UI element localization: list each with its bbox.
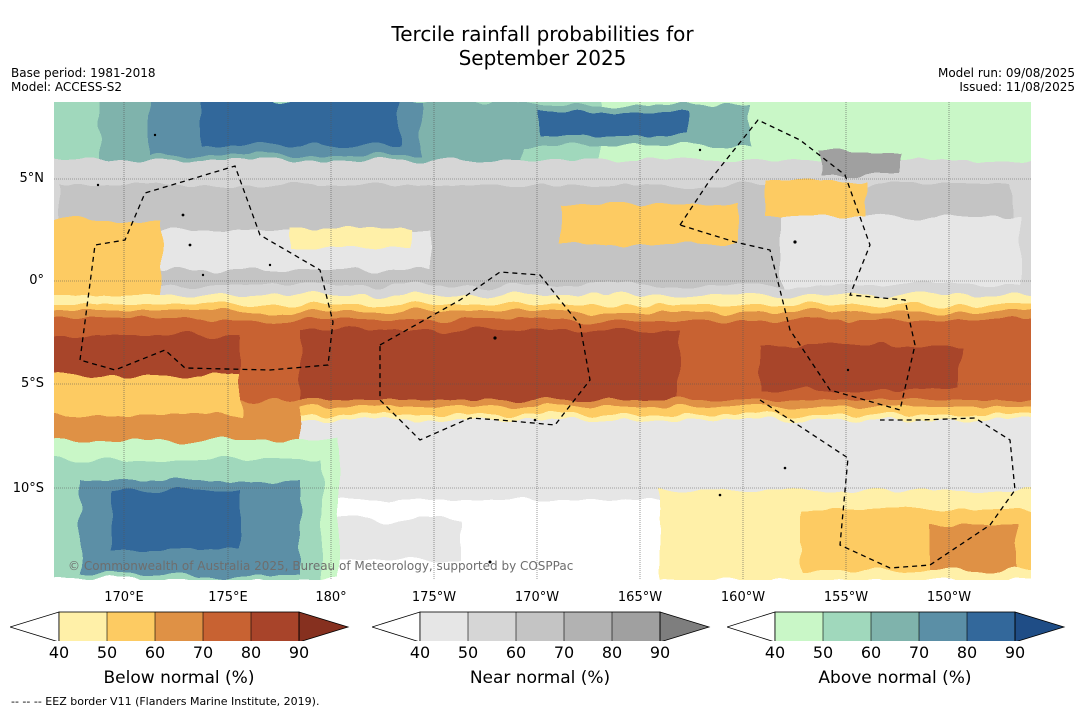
- above-tick-50: 50: [812, 643, 834, 662]
- colorbar-below-swatch-5: [251, 612, 299, 641]
- above-tick-70: 70: [908, 643, 930, 662]
- below-normal-label: Below normal (%): [103, 668, 255, 688]
- lat-label-10s: 10°S: [12, 481, 44, 496]
- colorbar-near-swatch-3: [516, 612, 564, 641]
- colorbar-above-normal: [727, 611, 1066, 641]
- below-tick-40: 40: [48, 643, 70, 662]
- near-tick-60: 60: [505, 643, 527, 662]
- colorbar-below-swatch-6: [299, 612, 348, 641]
- graticule: [54, 102, 1031, 580]
- lon-label-175w: 175°W: [411, 590, 457, 605]
- lon-label-160w: 160°W: [720, 590, 766, 605]
- eez-borders: [79, 119, 1016, 569]
- lat-label-0: 0°: [29, 273, 44, 288]
- meta-left: Base period: 1981-2018 Model: ACCESS-S2: [11, 66, 156, 94]
- issued-date: Issued: 11/08/2025: [959, 80, 1075, 94]
- lat-label-5n: 5°N: [19, 171, 45, 186]
- chart-title: Tercile rainfall probabilities for Septe…: [0, 22, 1085, 70]
- lon-label-175e: 175°E: [208, 590, 248, 605]
- islands: [96, 133, 850, 564]
- lat-label-5s: 5°S: [20, 376, 44, 391]
- below-tick-60: 60: [144, 643, 166, 662]
- below-tick-90: 90: [288, 643, 310, 662]
- colorbar-near-swatch-2: [468, 612, 516, 641]
- colorbar-above-swatch-2: [823, 612, 871, 641]
- colorbar-above-swatch-4: [919, 612, 967, 641]
- above-tick-60: 60: [860, 643, 882, 662]
- near-tick-90: 90: [649, 643, 671, 662]
- title-line-2: September 2025: [458, 46, 627, 70]
- above-tick-90: 90: [1004, 643, 1026, 662]
- colorbar-below-swatch-1: [59, 612, 107, 641]
- near-tick-40: 40: [409, 643, 431, 662]
- lon-label-170w: 170°W: [514, 590, 560, 605]
- base-period: Base period: 1981-2018: [11, 66, 156, 80]
- colorbar-above-swatch-3: [871, 612, 919, 641]
- below-tick-50: 50: [96, 643, 118, 662]
- lon-label-170e: 170°E: [104, 590, 144, 605]
- lon-label-150w: 150°W: [926, 590, 972, 605]
- near-normal-label: Near normal (%): [469, 668, 611, 688]
- colorbar-above-swatch-1: [775, 612, 823, 641]
- colorbar-near-swatch-6: [660, 612, 709, 641]
- above-normal-label: Above normal (%): [818, 668, 972, 688]
- model-run: Model run: 09/08/2025: [937, 66, 1075, 80]
- lon-label-165w: 165°W: [617, 590, 663, 605]
- lon-label-180: 180°: [315, 590, 347, 605]
- meta-right: Model run: 09/08/2025 Issued: 11/08/2025: [938, 66, 1075, 94]
- copyright-notice: © Commonwealth of Australia 2025, Bureau…: [68, 559, 574, 573]
- colorbar-near-swatch-5: [612, 612, 660, 641]
- below-tick-70: 70: [192, 643, 214, 662]
- colorbar-below-swatch-2: [107, 612, 155, 641]
- colorbar-above-swatch-6: [1015, 612, 1064, 641]
- model-name: Model: ACCESS-S2: [11, 80, 123, 94]
- colorbar-near-swatch-1: [420, 612, 468, 641]
- probability-fields: [54, 102, 1031, 580]
- above-tick-40: 40: [764, 643, 786, 662]
- near-tick-80: 80: [601, 643, 623, 662]
- colorbar-below-swatch-4: [203, 612, 251, 641]
- colorbar-above-swatch-5: [967, 612, 1015, 641]
- above-tick-80: 80: [956, 643, 978, 662]
- colorbar-near-normal: [372, 611, 711, 641]
- colorbar-below-normal: [10, 611, 350, 641]
- near-tick-70: 70: [553, 643, 575, 662]
- colorbar-below-swatch-3: [155, 612, 203, 641]
- colorbar-near-swatch-4: [564, 612, 612, 641]
- near-tick-50: 50: [457, 643, 479, 662]
- below-tick-80: 80: [240, 643, 262, 662]
- eez-footnote: -- -- -- EEZ border V11 (Flanders Marine…: [11, 695, 320, 708]
- title-line-1: Tercile rainfall probabilities for: [391, 22, 694, 46]
- lon-label-155w: 155°W: [823, 590, 869, 605]
